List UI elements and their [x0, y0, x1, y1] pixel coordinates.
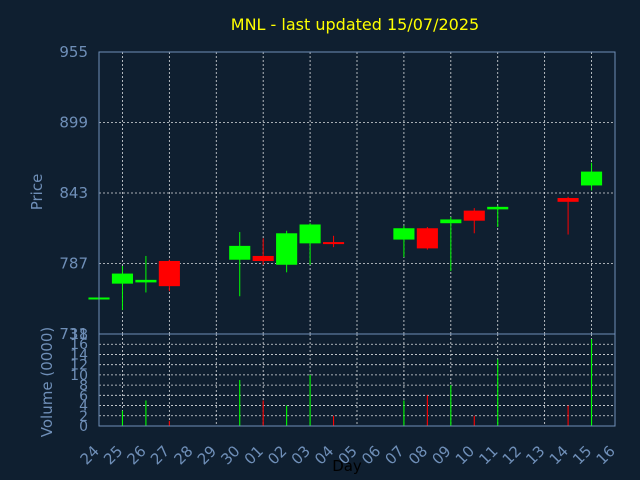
candle-body-up [440, 219, 462, 224]
volume-tick-label: 8 [79, 378, 88, 394]
candle-body-down [557, 198, 579, 202]
candle-body-up [111, 273, 134, 284]
volume-axis-label: Volume (0000) [38, 327, 56, 437]
volume-tick-label: 0 [79, 419, 88, 435]
volume-tick-label: 18 [70, 327, 88, 343]
x-tick-labels: 2425262728293001020304050607080910111213… [77, 442, 619, 468]
price-tick-label: 899 [59, 114, 88, 132]
chart-title: MNL - last updated 15/07/2025 [231, 15, 479, 34]
price-tick-label: 731 [59, 325, 88, 343]
candle-body-down [416, 228, 438, 249]
candle-body-up [135, 279, 157, 283]
candle-body-up [393, 228, 415, 240]
candle-body-up [276, 233, 298, 265]
volume-tick-label: 16 [70, 337, 88, 353]
volume-tick-label: 4 [79, 399, 88, 415]
candle-body-up [299, 224, 321, 244]
price-tick-label: 787 [59, 255, 88, 273]
candle-body-down [158, 260, 180, 287]
volume-tick-label: 2 [79, 409, 88, 425]
candle-body-down [322, 242, 345, 245]
volume-tick-label: 14 [70, 347, 88, 363]
candlesticks [88, 162, 603, 311]
candle-body-down [252, 255, 274, 261]
volume-tick-label: 12 [70, 358, 88, 374]
candle-body-up [229, 245, 251, 260]
price-tick-label: 955 [59, 43, 88, 61]
x-axis-label: Day [332, 457, 362, 475]
volume-panel-frame [98, 333, 616, 427]
candle-body-up [580, 171, 603, 186]
volume-tick-label: 10 [70, 368, 88, 384]
price-tick-label: 843 [59, 184, 88, 202]
price-tick-labels: 955 899 843 787 731 [59, 43, 88, 343]
candle-body-down [463, 210, 485, 221]
volume-tick-label: 6 [79, 388, 88, 404]
price-axis-label: Price [28, 174, 46, 211]
volume-bars [121, 339, 593, 426]
candle-body-up [487, 206, 509, 210]
